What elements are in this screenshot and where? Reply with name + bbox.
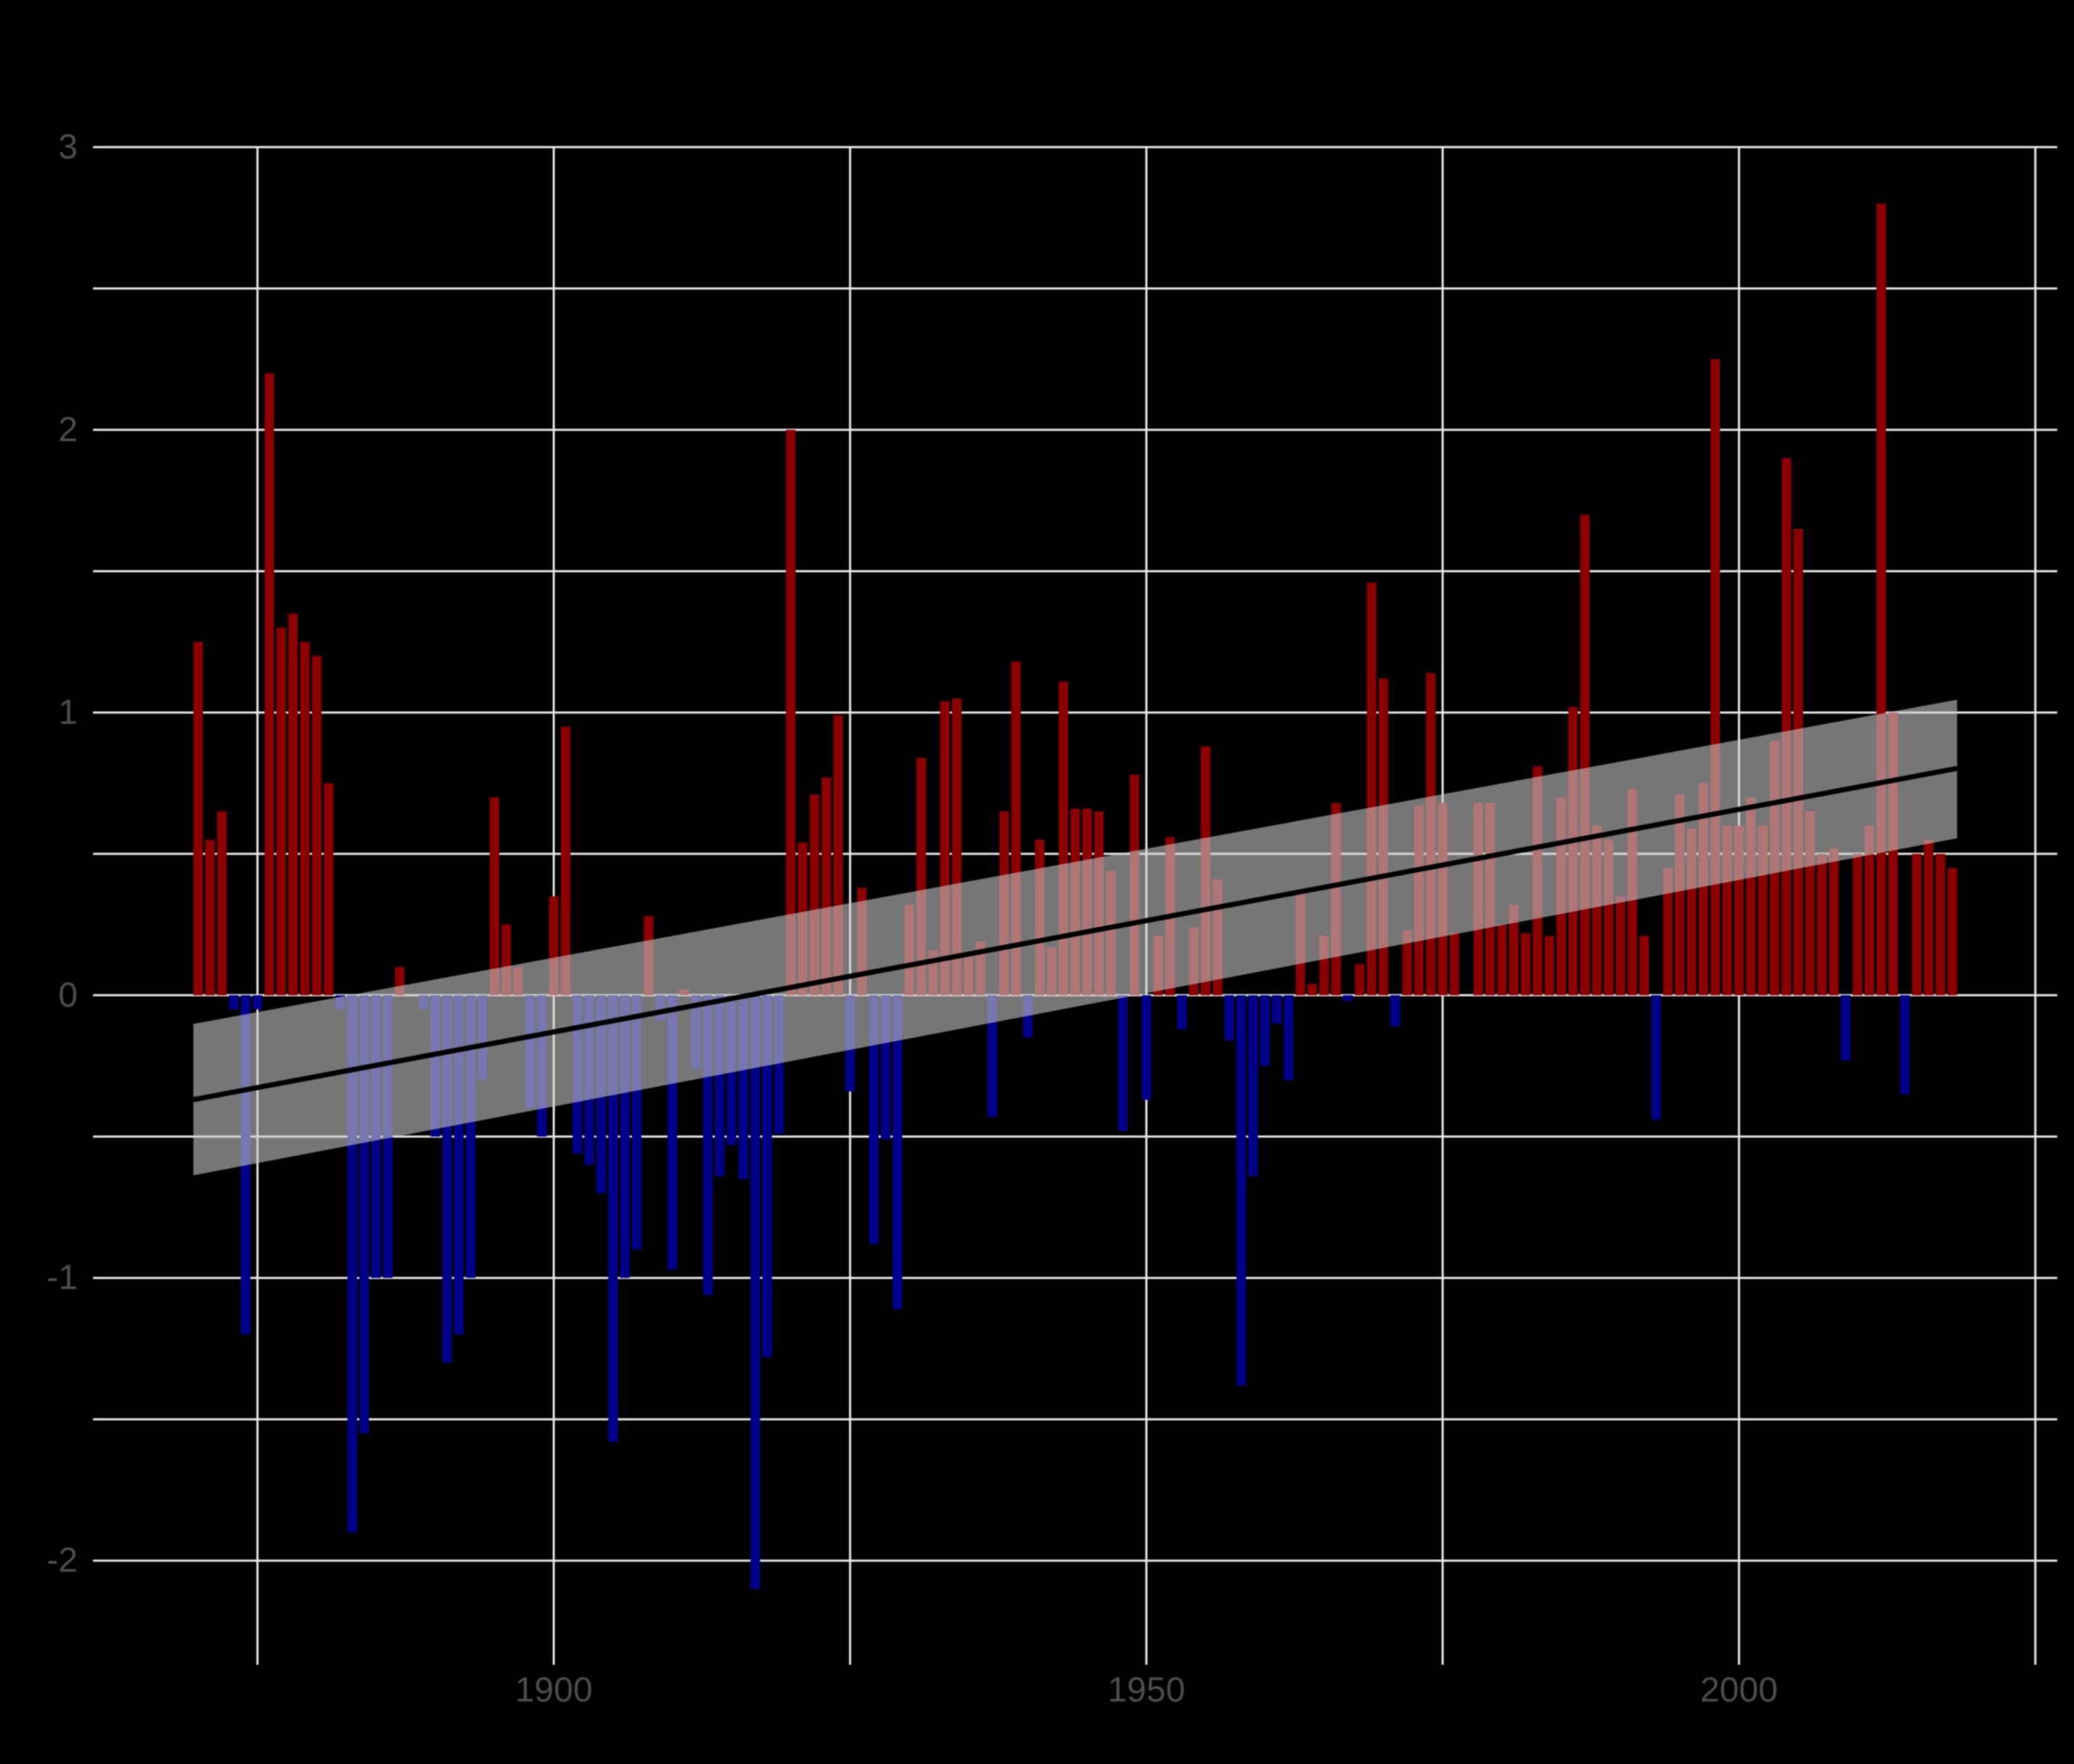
svg-text:-2: -2 [47,1542,78,1580]
svg-text:1950: 1950 [1107,1671,1185,1709]
svg-text:1900: 1900 [515,1671,593,1709]
svg-text:3: 3 [58,128,78,166]
svg-text:1: 1 [58,693,78,732]
svg-text:-1: -1 [47,1259,78,1297]
svg-text:2: 2 [58,411,78,449]
svg-text:2000: 2000 [1700,1671,1778,1709]
svg-text:0: 0 [58,976,78,1015]
